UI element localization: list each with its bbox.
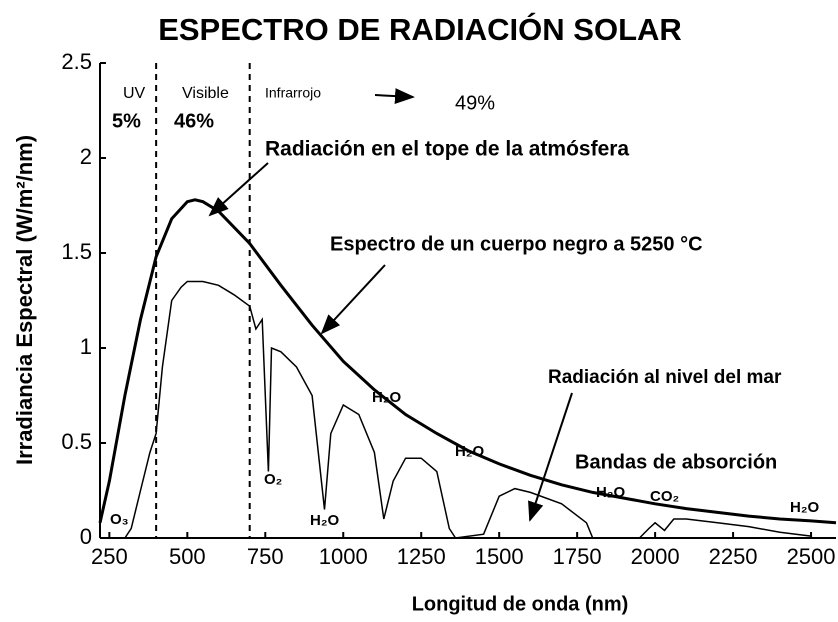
arrows [208,88,573,522]
arrow [374,88,415,105]
series-line [124,280,812,539]
annotation: 5% [112,110,141,132]
y-tick-label: 1.5 [61,239,92,264]
annotation: H₂O [455,443,484,460]
x-tick-label: 500 [169,544,206,569]
arrow [208,162,269,217]
series-line [98,198,837,525]
annotation: Infrarrojo [265,85,321,101]
annotation: UV [123,85,146,102]
annotation: H₂O [596,484,625,501]
annotation: Radiación al nivel del mar [548,367,782,388]
x-tick-label: 2250 [709,544,758,569]
x-tick-label: 750 [247,544,284,569]
annotation: Visible [182,85,229,102]
arrow [320,264,386,335]
x-tick-label: 1750 [553,544,602,569]
arrow [528,392,573,522]
annotation: CO₂ [650,488,679,505]
annotation: O₃ [110,511,129,528]
annotation: H₂O [372,389,401,406]
x-tick-label: 250 [91,544,128,569]
annotation: Espectro de un cuerpo negro a 5250 °C [330,233,703,255]
annotation: 49% [455,92,495,114]
annotation: Radiación en el tope de la atmósfera [265,138,629,161]
x-tick-label: 2500 [787,544,836,569]
annotation: 46% [174,110,214,132]
x-tick-label: 2000 [631,544,680,569]
annotation: O₂ [264,471,282,488]
y-axis-label: Irradiancia Espectral (W/m²/nm) [12,135,37,465]
annotation: H₂O [310,512,339,529]
x-tick-label: 1250 [397,544,446,569]
y-tick-label: 2 [80,144,92,169]
y-tick-label: 0.5 [61,429,92,454]
y-tick-label: 0 [80,524,92,549]
y-tick-label: 1 [80,334,92,359]
y-tick-label: 2.5 [61,49,92,74]
x-tick-label: 1000 [319,544,368,569]
chart-title: ESPECTRO DE RADIACIÓN SOLAR [158,11,682,47]
x-tick-label: 1500 [475,544,524,569]
annotation: H₂O [790,499,819,516]
annotation: Bandas de absorción [575,451,777,473]
x-axis-label: Longitud de onda (nm) [412,593,629,615]
